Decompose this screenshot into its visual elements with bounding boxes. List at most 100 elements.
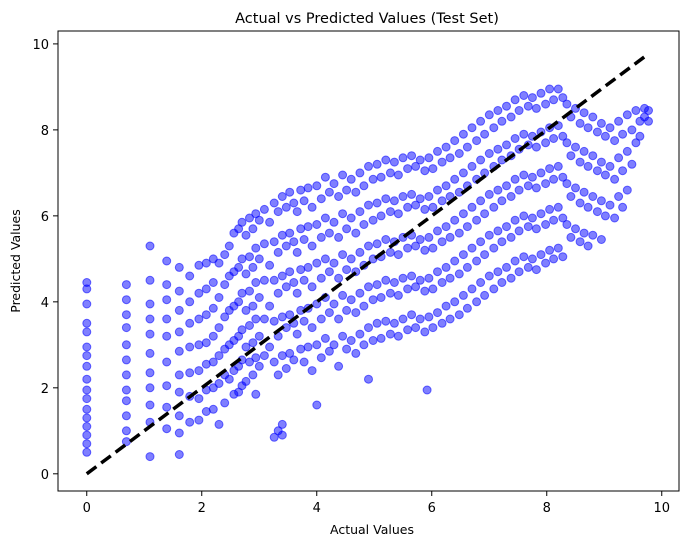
- x-axis-label: Actual Values: [330, 522, 414, 537]
- data-point: [368, 336, 378, 345]
- data-point: [214, 379, 224, 388]
- data-point: [277, 230, 287, 240]
- data-point: [82, 284, 92, 294]
- data-point: [174, 387, 184, 397]
- data-point: [583, 202, 593, 212]
- data-point: [497, 196, 507, 206]
- data-point: [583, 161, 593, 171]
- data-point: [541, 99, 551, 109]
- data-point: [506, 112, 516, 122]
- data-point: [334, 361, 344, 371]
- data-point: [259, 351, 269, 361]
- data-point: [381, 235, 391, 244]
- data-point: [631, 106, 641, 115]
- data-point: [208, 404, 218, 414]
- data-point: [145, 452, 155, 462]
- data-point: [441, 262, 451, 272]
- data-point: [484, 189, 494, 199]
- data-point: [162, 331, 172, 341]
- data-point: [316, 232, 326, 242]
- data-point: [510, 215, 520, 225]
- data-point: [338, 331, 348, 341]
- data-point: [82, 447, 92, 457]
- data-point: [381, 155, 391, 165]
- data-point: [194, 260, 204, 270]
- data-point: [514, 106, 524, 115]
- data-point: [299, 235, 309, 244]
- data-point: [292, 247, 302, 257]
- data-point: [269, 316, 279, 326]
- data-point: [415, 194, 425, 204]
- data-point: [441, 301, 451, 311]
- data-point: [208, 303, 218, 313]
- x-tick-label: 0: [83, 501, 91, 516]
- data-point: [162, 295, 172, 305]
- data-point: [627, 125, 637, 135]
- data-point: [428, 243, 438, 253]
- data-point: [289, 237, 299, 247]
- data-point: [627, 159, 637, 169]
- data-point: [248, 262, 258, 272]
- x-tick-label: 6: [428, 501, 436, 516]
- data-point: [265, 260, 275, 270]
- data-point: [553, 84, 563, 94]
- data-point: [277, 351, 287, 361]
- data-point: [234, 262, 244, 272]
- data-point: [194, 394, 204, 404]
- data-point: [194, 366, 204, 376]
- data-point: [476, 196, 486, 206]
- data-point: [493, 267, 503, 277]
- y-tick-label: 2: [41, 382, 49, 397]
- data-point: [571, 224, 580, 234]
- data-point: [403, 243, 413, 253]
- data-point: [324, 228, 334, 238]
- data-point: [162, 314, 172, 324]
- data-point: [214, 419, 224, 429]
- data-point: [277, 430, 287, 440]
- x-tick-label: 8: [543, 501, 551, 516]
- data-point: [220, 398, 230, 408]
- data-point: [368, 215, 378, 225]
- data-point: [571, 142, 580, 152]
- data-point: [338, 290, 348, 300]
- data-point: [510, 174, 520, 184]
- data-point: [237, 254, 247, 264]
- data-point: [480, 290, 490, 300]
- data-point: [381, 316, 391, 326]
- data-point: [245, 357, 254, 367]
- data-point: [389, 157, 399, 167]
- data-point: [121, 426, 131, 436]
- data-point: [484, 110, 494, 120]
- data-point: [364, 200, 373, 210]
- data-point: [82, 404, 92, 414]
- data-point: [299, 316, 309, 326]
- data-point: [575, 237, 585, 247]
- data-point: [562, 220, 572, 229]
- data-point: [342, 305, 352, 315]
- data-point: [307, 366, 317, 376]
- data-point: [241, 269, 251, 279]
- data-point: [510, 95, 520, 105]
- data-point: [622, 185, 632, 195]
- data-point: [476, 116, 486, 126]
- data-point: [285, 348, 295, 358]
- data-point: [450, 297, 460, 307]
- data-point: [185, 318, 195, 328]
- data-point: [241, 376, 251, 386]
- data-point: [281, 364, 291, 373]
- data-point: [541, 138, 551, 148]
- data-point: [592, 207, 602, 217]
- data-point: [269, 432, 279, 442]
- data-point: [346, 336, 356, 345]
- data-point: [174, 262, 184, 272]
- data-point: [194, 288, 204, 298]
- data-point: [351, 228, 361, 238]
- data-point: [579, 187, 589, 197]
- y-tick-label: 8: [41, 124, 49, 139]
- data-point: [519, 211, 529, 221]
- data-point: [334, 273, 344, 283]
- data-point: [329, 299, 339, 309]
- data-point: [600, 211, 610, 221]
- data-point: [450, 136, 460, 146]
- data-point: [145, 299, 155, 309]
